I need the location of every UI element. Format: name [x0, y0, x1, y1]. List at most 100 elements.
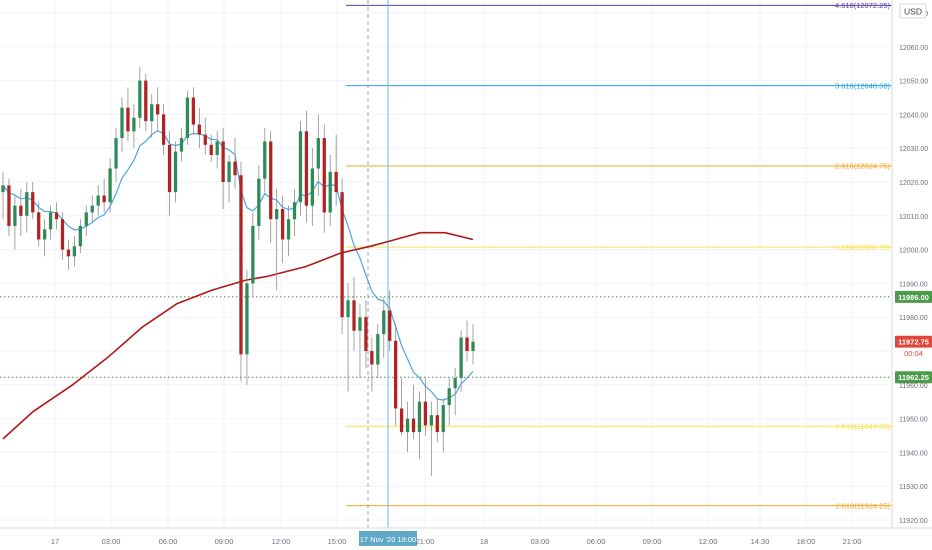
last-price-label: 11972.75	[898, 338, 929, 347]
candle-body	[405, 418, 410, 433]
time-tick-label: 03:00	[102, 537, 121, 546]
time-tick-label: 09:00	[215, 537, 234, 546]
candle-body	[161, 114, 166, 145]
candle-body	[376, 334, 380, 365]
price-level-tag-label: 11962.25	[898, 373, 929, 382]
currency-badge[interactable]: USD	[899, 3, 927, 19]
fib-level-label: 1.618(12000.75)	[835, 243, 891, 252]
candle-body	[346, 300, 350, 318]
candle-body	[411, 418, 416, 433]
currency-label: USD	[904, 7, 922, 17]
price-tick-label: 11920.00	[899, 518, 928, 525]
candle-body	[316, 138, 320, 169]
candle-body	[90, 205, 94, 213]
candle-body	[417, 401, 422, 433]
candle-body	[310, 168, 315, 206]
candle-body	[120, 107, 124, 139]
price-tick-label: 11980.00	[899, 315, 928, 322]
candle-body	[465, 337, 469, 351]
candle-body	[54, 212, 59, 220]
candle-body	[209, 144, 213, 155]
candle-body	[7, 185, 11, 226]
candle-body	[31, 192, 35, 213]
candle-body	[239, 175, 243, 355]
countdown-tag	[895, 347, 932, 359]
price-tick-label: 12060.00	[899, 45, 928, 52]
candle-body	[197, 124, 201, 135]
candle-body	[399, 408, 404, 433]
candle-body	[150, 104, 154, 122]
candle-body	[102, 195, 106, 203]
price-axis[interactable]: 11920.00 11930.00 11940.00 11950.00 11960.00…	[891, 0, 932, 528]
price-tick-label: 11990.00	[899, 281, 928, 288]
candle-body	[382, 310, 386, 335]
fib-level-label: 4.618(12072.25)	[835, 1, 891, 10]
crosshair-time-label: 17 Nov '20 19:00	[360, 535, 416, 544]
candle-body	[48, 212, 53, 230]
currency-badge-bg	[899, 3, 927, 19]
candle-body	[435, 415, 439, 433]
candle-body	[334, 171, 338, 193]
time-tick-label: 12:00	[699, 537, 718, 546]
time-tick-label: 09:00	[643, 537, 662, 546]
candle-body	[173, 151, 178, 193]
crosshair-time-label-bg	[359, 531, 417, 546]
fib-level-label: 2.618(11924.25)	[836, 501, 891, 510]
candle-body	[132, 117, 136, 132]
candle-body	[423, 401, 428, 426]
candle-body	[126, 107, 130, 132]
candle-body	[388, 310, 392, 341]
candle-body	[370, 351, 374, 365]
candle-body	[114, 138, 118, 169]
candle-body	[286, 219, 291, 240]
candle-body	[447, 388, 451, 406]
candle-body	[191, 97, 196, 125]
candle-body	[269, 141, 273, 220]
price-tick-label: 11940.00	[899, 450, 928, 457]
price-tick-label: 11960.00	[899, 383, 928, 390]
candle-body	[37, 212, 41, 240]
time-axis[interactable]: 17 03:00 06:00 09:00 12:00 15:00 21:00 18 03:00 0…	[0, 527, 932, 546]
time-tick-label: 12:00	[272, 537, 291, 546]
price-level-tag	[895, 290, 932, 303]
candle-body	[227, 161, 231, 182]
time-tick-label: 15:00	[328, 537, 347, 546]
time-tick-label: 18	[480, 537, 488, 546]
candle-body	[60, 219, 65, 250]
grid-lines	[0, 0, 892, 528]
price-tick-label: 12020.00	[899, 180, 928, 187]
candle-body	[322, 138, 326, 213]
candle-body	[66, 249, 71, 257]
price-tick-label: 12030.00	[899, 146, 928, 153]
fib-level-label: 1.618(11947.75)	[836, 422, 891, 431]
candle-body	[257, 178, 261, 226]
time-tick-label: 18:00	[797, 537, 816, 546]
fib-level-label: 3.618(12048.50)	[835, 81, 891, 90]
horizontal-price-levels: 11986.00 11962.25	[0, 290, 932, 384]
candle-body	[394, 340, 398, 409]
price-tick-label: 12000.00	[899, 248, 928, 255]
candle-body	[263, 141, 267, 179]
candle-body	[156, 104, 160, 115]
candle-body	[72, 246, 77, 257]
candle-body	[275, 209, 279, 220]
crosshair: 17 Nov '20 19:00	[359, 0, 417, 546]
candle-body	[1, 185, 5, 193]
candlestick-series	[1, 67, 475, 477]
price-tick-label: 11930.00	[899, 484, 928, 491]
candle-body	[429, 415, 433, 426]
moving-averages	[2, 130, 474, 440]
price-tick-label: 12010.00	[899, 214, 928, 221]
candle-body	[108, 168, 112, 203]
candle-body	[185, 97, 190, 139]
fib-level-label: 2.618(12024.75)	[835, 162, 891, 171]
candle-body	[138, 80, 142, 118]
price-tick-label: 12040.00	[899, 112, 928, 119]
candle-body	[13, 205, 17, 226]
candle-body	[144, 80, 148, 122]
time-tick-label: 06:00	[159, 537, 178, 546]
candle-body	[84, 212, 88, 226]
candle-body	[453, 378, 457, 389]
time-tick-label: 21:00	[843, 537, 862, 546]
